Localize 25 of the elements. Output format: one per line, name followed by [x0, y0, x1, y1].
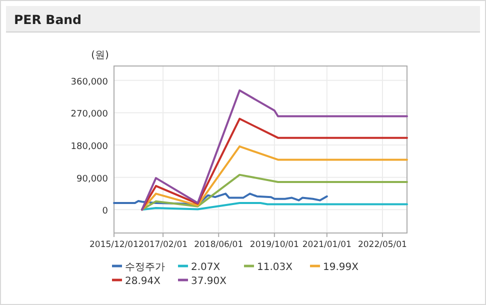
x-tick-label: 2017/02/01 [138, 240, 188, 250]
legend-label: 37.90X [191, 276, 227, 287]
y-tick-label: 90,000 [76, 174, 108, 184]
line-series [140, 89, 408, 211]
x-tick-label: 2018/06/01 [194, 240, 244, 250]
line-series [140, 174, 408, 211]
line-series [140, 202, 408, 211]
line-series [140, 118, 408, 211]
x-tick-label: 2019/10/01 [250, 240, 299, 250]
line-series [113, 192, 328, 206]
x-tick-label: 2015/12/01 [90, 240, 138, 250]
x-tick-label: 2022/05/01 [358, 240, 407, 250]
x-tick-label: 2021/01/01 [302, 240, 352, 250]
y-tick-label: 180,000 [70, 142, 108, 152]
legend-label: 28.94X [125, 276, 161, 287]
legend-label: 2.07X [191, 262, 220, 273]
line-series [140, 145, 408, 211]
legend-label: 19.99X [323, 262, 359, 273]
legend-label: 수정주가 [125, 262, 165, 273]
y-axis-title: (원) [91, 50, 109, 61]
chart-title: PER Band [14, 12, 82, 27]
y-tick-label: 270,000 [70, 110, 108, 120]
y-tick-label: 360,000 [70, 77, 108, 88]
legend-label: 11.03X [257, 262, 293, 273]
y-tick-label: 0 [102, 206, 108, 217]
